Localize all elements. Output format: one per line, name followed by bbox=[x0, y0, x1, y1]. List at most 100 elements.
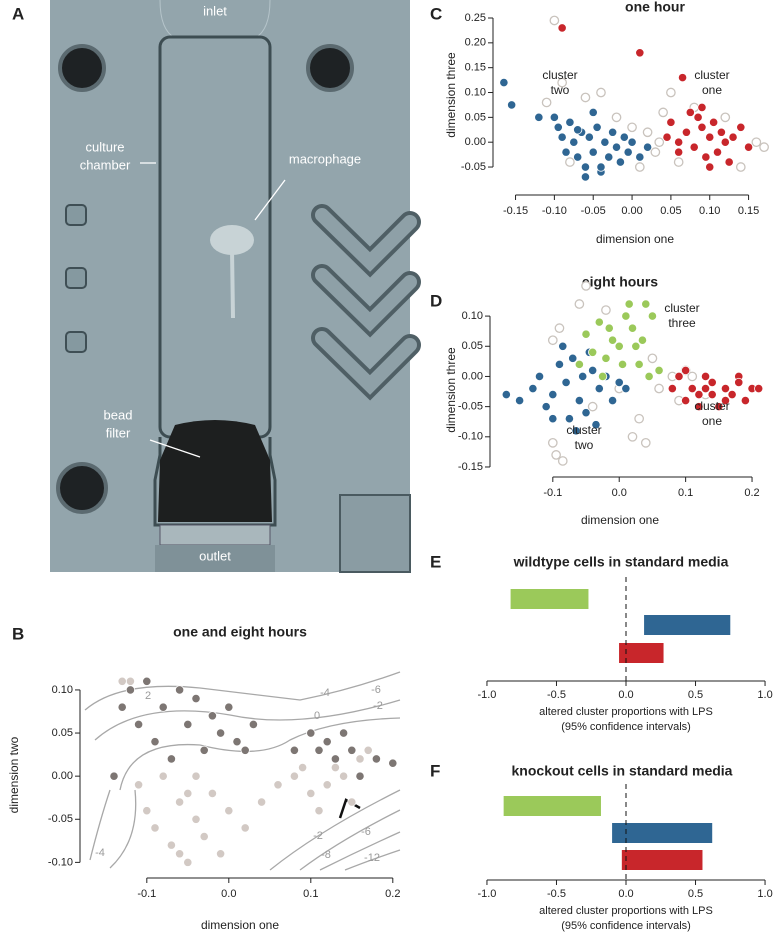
point bbox=[289, 745, 299, 755]
point bbox=[547, 335, 558, 346]
point bbox=[687, 383, 697, 394]
x-tick-label: -0.05 bbox=[581, 205, 606, 217]
point bbox=[631, 341, 641, 351]
point bbox=[634, 359, 644, 369]
point bbox=[634, 162, 645, 172]
x-axis-label: dimension one bbox=[581, 513, 659, 527]
point bbox=[714, 402, 724, 412]
point bbox=[207, 711, 217, 721]
point bbox=[601, 353, 611, 363]
point bbox=[554, 323, 565, 334]
point bbox=[175, 685, 185, 695]
point bbox=[557, 132, 567, 142]
point bbox=[666, 87, 676, 98]
point bbox=[727, 389, 737, 400]
point bbox=[615, 157, 626, 167]
point bbox=[647, 311, 658, 321]
x-tick-label: -1.0 bbox=[477, 888, 496, 900]
y-tick-label: 0.10 bbox=[462, 310, 483, 322]
point bbox=[596, 162, 606, 172]
point bbox=[591, 420, 601, 430]
point bbox=[734, 377, 744, 388]
point bbox=[306, 788, 316, 799]
x-tick-label: 0.0 bbox=[221, 888, 236, 900]
point bbox=[611, 142, 622, 152]
point bbox=[654, 365, 664, 376]
point bbox=[607, 335, 618, 345]
point bbox=[654, 383, 664, 394]
point bbox=[584, 132, 594, 142]
y-tick-label: 0.20 bbox=[465, 37, 486, 49]
point bbox=[347, 745, 357, 755]
point bbox=[574, 395, 584, 406]
x-tick-label: 0.0 bbox=[618, 689, 633, 701]
point bbox=[322, 780, 332, 790]
point bbox=[596, 87, 606, 98]
point bbox=[338, 771, 349, 781]
x-tick-label: 0.5 bbox=[688, 888, 703, 900]
point bbox=[621, 383, 631, 394]
point bbox=[681, 395, 691, 406]
point bbox=[700, 371, 711, 382]
x-axis-label: dimension one bbox=[201, 918, 279, 932]
post bbox=[65, 267, 87, 289]
point bbox=[654, 137, 665, 148]
point bbox=[681, 127, 692, 137]
point bbox=[548, 414, 558, 424]
point bbox=[117, 676, 127, 686]
y-tick-label: -0.15 bbox=[458, 461, 483, 473]
point bbox=[674, 147, 684, 157]
x-axis-label: dimension one bbox=[596, 232, 674, 246]
contour-label: -4 bbox=[95, 847, 105, 859]
point bbox=[580, 162, 591, 172]
x-tick-label: -0.1 bbox=[543, 487, 562, 499]
point bbox=[553, 122, 563, 132]
outlet-channel bbox=[155, 545, 275, 572]
point bbox=[183, 788, 193, 799]
point bbox=[623, 147, 633, 157]
point bbox=[627, 137, 637, 147]
point bbox=[571, 426, 581, 436]
interval-bar bbox=[612, 823, 713, 843]
inlet-label: inlet bbox=[203, 3, 227, 18]
point bbox=[565, 117, 575, 127]
point bbox=[751, 137, 762, 148]
y-tick-label: -0.10 bbox=[458, 431, 483, 443]
x-tick-label: 0.05 bbox=[660, 205, 681, 217]
cluster-label: cluster bbox=[694, 68, 729, 82]
point bbox=[640, 437, 651, 448]
point bbox=[598, 371, 608, 382]
point bbox=[557, 77, 567, 88]
x-tick-label: 0.0 bbox=[618, 888, 633, 900]
x-tick-label: -0.1 bbox=[137, 888, 156, 900]
interval-bar bbox=[510, 589, 589, 609]
chart-title: knockout cells in standard media bbox=[512, 763, 733, 779]
x-tick-label: 0.5 bbox=[688, 689, 703, 701]
macrophage-cell bbox=[210, 225, 254, 255]
point bbox=[743, 142, 754, 152]
point bbox=[166, 840, 176, 850]
point bbox=[728, 132, 738, 142]
panel-letter: E bbox=[430, 552, 441, 571]
point bbox=[314, 806, 324, 816]
point bbox=[697, 102, 707, 113]
point bbox=[150, 823, 160, 833]
y-tick-label: 0.10 bbox=[52, 684, 73, 696]
outlet-label: outlet bbox=[199, 548, 231, 563]
point bbox=[681, 365, 691, 376]
panel-letter: A bbox=[12, 4, 24, 23]
point bbox=[306, 728, 316, 738]
interval-bar bbox=[503, 796, 601, 816]
point bbox=[224, 806, 234, 816]
x-tick-label: -0.15 bbox=[503, 205, 528, 217]
point bbox=[573, 125, 583, 135]
point bbox=[565, 157, 575, 167]
x-tick-label: 0.10 bbox=[699, 205, 720, 217]
cluster-label: cluster bbox=[664, 301, 699, 315]
point bbox=[604, 323, 614, 333]
x-tick-label: 0.15 bbox=[738, 205, 759, 217]
point bbox=[650, 147, 661, 157]
x-tick-label: -0.5 bbox=[547, 888, 566, 900]
point bbox=[338, 728, 349, 738]
